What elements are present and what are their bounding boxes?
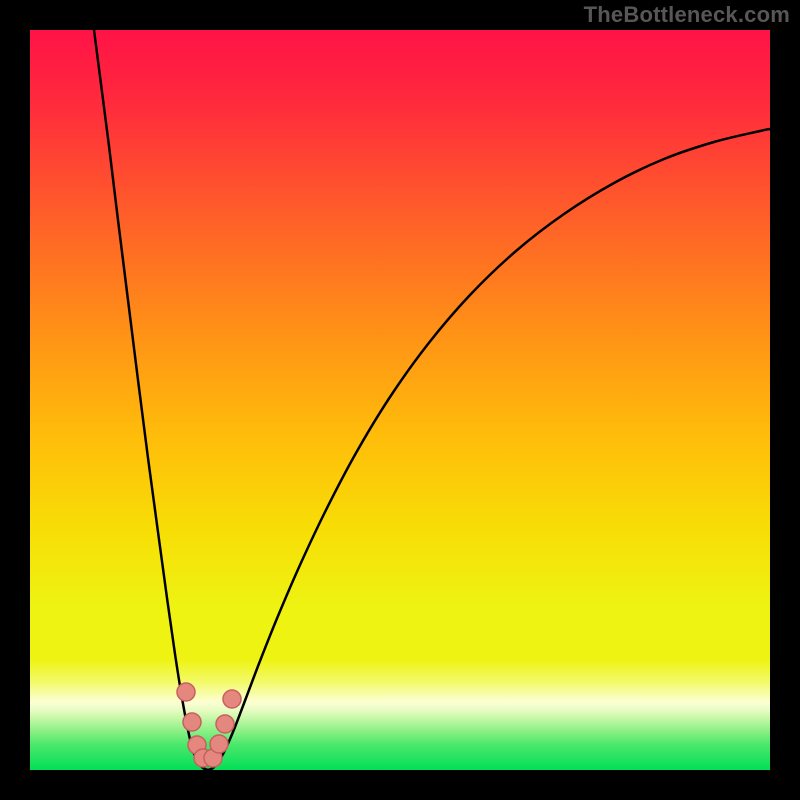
watermark-text: TheBottleneck.com [584,2,790,28]
plot-area [30,30,770,770]
marker-dot [223,690,241,708]
marker-dot [210,735,228,753]
figure-frame: TheBottleneck.com [0,0,800,800]
marker-dot [177,683,195,701]
marker-dot [216,715,234,733]
marker-dot [183,713,201,731]
chart-svg [30,30,770,770]
